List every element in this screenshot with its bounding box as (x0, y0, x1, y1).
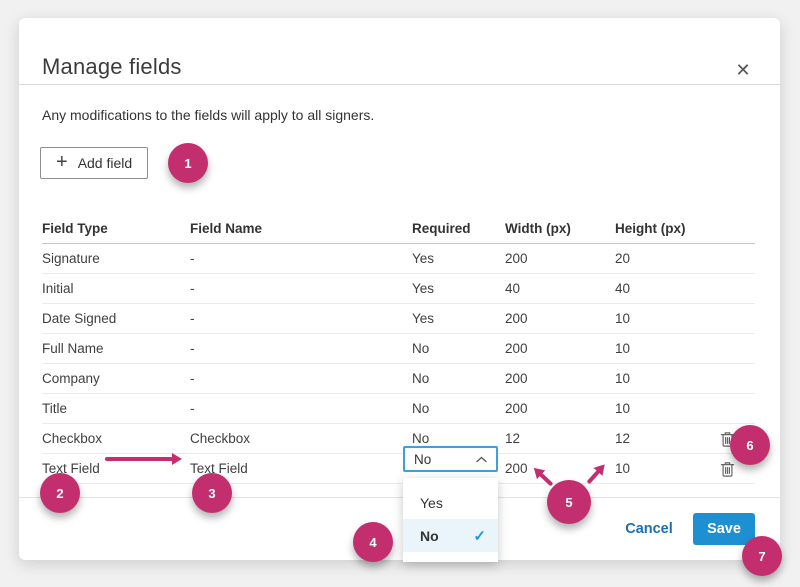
table-header-row: Field Type Field Name Required Width (px… (42, 213, 755, 244)
cell-height: 10 (615, 401, 631, 416)
header-divider (19, 84, 780, 85)
cell-height: 10 (615, 311, 631, 326)
cell-height: 12 (615, 431, 631, 446)
header-field-name: Field Name (190, 220, 263, 236)
cell-height: 10 (615, 371, 631, 386)
delete-row-button[interactable] (720, 431, 735, 447)
annotation-arrow-field-name (105, 457, 173, 461)
cell-field-name: - (190, 341, 195, 356)
footer-divider (19, 497, 780, 498)
close-button[interactable]: ✕ (731, 58, 755, 82)
annotation-badge-4: 4 (353, 522, 393, 562)
cell-width: 200 (505, 311, 528, 326)
cell-field-type: Initial (42, 281, 74, 296)
cell-field-name: - (190, 311, 195, 326)
table-rows: Signature - Yes 200 20 Initial - Yes 40 40 Date Si… (42, 244, 755, 484)
cell-width: 200 (505, 371, 528, 386)
cancel-button[interactable]: Cancel (617, 513, 681, 545)
trash-icon (720, 431, 735, 447)
annotation-badge-2: 2 (40, 473, 80, 513)
dropdown-option-yes-label: Yes (420, 494, 443, 511)
cell-required: Yes (412, 251, 435, 266)
table-row: Date Signed - Yes 200 10 (42, 304, 755, 334)
cell-field-name: - (190, 251, 195, 266)
cell-width: 40 (505, 281, 521, 296)
cell-width: 200 (505, 341, 528, 356)
cell-width: 200 (505, 251, 528, 266)
required-dropdown-menu: Yes No ✓ (403, 478, 498, 562)
dialog-description: Any modifications to the fields will app… (42, 107, 375, 123)
cell-height: 10 (615, 461, 631, 476)
table-row: Text Field Text Field 200 10 (42, 454, 755, 484)
fields-table: Field Type Field Name Required Width (px… (42, 213, 755, 484)
checkmark-icon: ✓ (473, 527, 486, 545)
annotation-badge-7: 7 (742, 536, 782, 576)
annotation-badge-5: 5 (547, 480, 591, 524)
table-row: Initial - Yes 40 40 (42, 274, 755, 304)
cell-width: 200 (505, 401, 528, 416)
chevron-up-icon (476, 456, 487, 462)
annotation-badge-1: 1 (168, 143, 208, 183)
dialog-title: Manage fields (42, 54, 182, 79)
save-button[interactable]: Save (693, 513, 755, 545)
cell-field-type: Full Name (42, 341, 104, 356)
table-row: Checkbox Checkbox No 12 12 (42, 424, 755, 454)
required-dropdown[interactable]: No (403, 446, 498, 472)
header-required: Required (412, 220, 471, 236)
cell-required: Yes (412, 281, 435, 296)
header-field-type: Field Type (42, 220, 108, 236)
table-row: Full Name - No 200 10 (42, 334, 755, 364)
dropdown-option-no[interactable]: No ✓ (403, 519, 498, 552)
cell-field-type: Company (42, 371, 100, 386)
header-height: Height (px) (615, 220, 686, 236)
cell-field-name: - (190, 281, 195, 296)
required-dropdown-value: No (414, 451, 432, 467)
manage-fields-dialog: Manage fields ✕ Any modifications to the… (19, 18, 782, 576)
plus-icon: + (56, 151, 68, 173)
cell-field-name: - (190, 401, 195, 416)
cell-required: No (412, 431, 430, 446)
table-row: Signature - Yes 200 20 (42, 244, 755, 274)
cell-field-type: Checkbox (42, 431, 103, 446)
cell-field-type: Signature (42, 251, 100, 266)
cell-width: 12 (505, 431, 521, 446)
cell-width: 200 (505, 461, 528, 476)
dropdown-option-yes[interactable]: Yes (403, 486, 498, 519)
dropdown-option-no-label: No (420, 527, 439, 544)
cell-actions (700, 461, 755, 477)
cell-required: No (412, 371, 430, 386)
cell-field-name: Text Field (190, 461, 248, 476)
cell-field-name: - (190, 371, 195, 386)
annotation-badge-6: 6 (730, 425, 770, 465)
delete-row-button[interactable] (720, 461, 735, 477)
cell-required: Yes (412, 311, 435, 326)
cell-height: 10 (615, 341, 631, 356)
cell-height: 20 (615, 251, 631, 266)
annotation-badge-3: 3 (192, 473, 232, 513)
cell-field-name: Checkbox (190, 431, 251, 446)
cell-height: 40 (615, 281, 631, 296)
cell-actions (700, 431, 755, 447)
add-field-label: Add field (77, 155, 133, 171)
table-row: Title - No 200 10 (42, 394, 755, 424)
cell-field-type: Text Field (42, 461, 100, 476)
trash-icon (720, 461, 735, 477)
cell-required: No (412, 401, 430, 416)
close-icon: ✕ (735, 59, 751, 80)
cell-field-type: Title (42, 401, 68, 416)
cell-required: No (412, 341, 430, 356)
table-row: Company - No 200 10 (42, 364, 755, 394)
header-width: Width (px) (505, 220, 571, 236)
add-field-button[interactable]: + Add field (40, 147, 149, 179)
cell-field-type: Date Signed (42, 311, 117, 326)
